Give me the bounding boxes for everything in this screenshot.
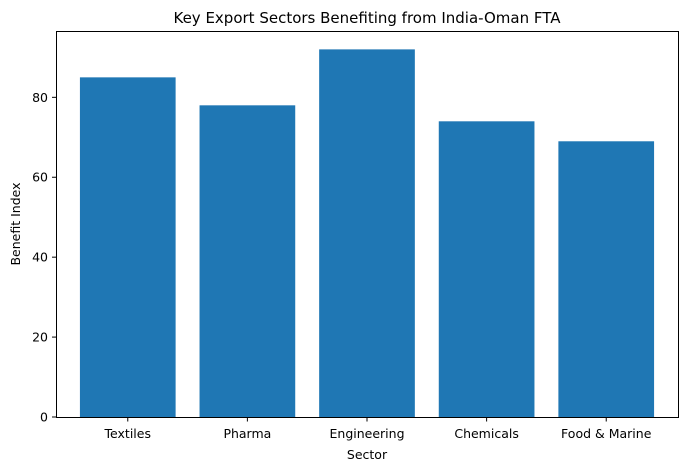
x-axis-label: Sector xyxy=(347,447,388,462)
x-tick-label: Engineering xyxy=(330,426,405,441)
x-tick-label: Chemicals xyxy=(454,426,519,441)
bar-food-marine xyxy=(558,141,655,418)
y-tick-label: 80 xyxy=(32,90,48,105)
y-axis-label: Benefit Index xyxy=(8,182,23,265)
bar-textiles xyxy=(79,77,176,418)
bars-layer xyxy=(79,49,655,418)
bar-engineering xyxy=(319,49,415,417)
x-tick-label: Pharma xyxy=(223,426,271,441)
y-tick-label: 20 xyxy=(32,330,48,345)
chart-title: Key Export Sectors Benefiting from India… xyxy=(173,9,561,27)
y-tick-label: 0 xyxy=(40,410,48,425)
bar-chemicals xyxy=(438,121,535,417)
y-tick-label: 60 xyxy=(32,170,48,185)
bar-pharma xyxy=(199,105,296,417)
x-tick-label: Food & Marine xyxy=(561,426,652,441)
y-tick-label: 40 xyxy=(32,250,48,265)
plot-frame xyxy=(56,31,679,418)
x-tick-label: Textiles xyxy=(104,426,151,441)
ticks-layer: Textiles Pharma Engineering Chemicals Food &… xyxy=(32,90,652,441)
